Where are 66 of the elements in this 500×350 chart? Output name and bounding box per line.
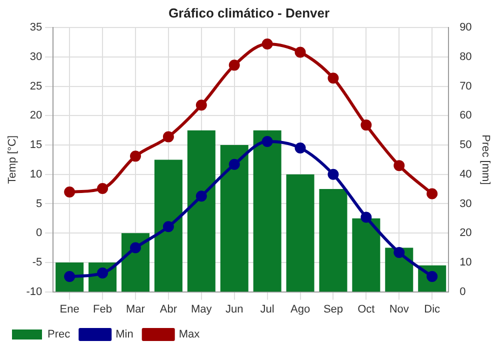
point	[426, 188, 438, 200]
bar	[286, 174, 314, 292]
y-tick-label: -10	[26, 286, 42, 298]
bar	[319, 189, 348, 292]
point	[130, 242, 141, 254]
point	[328, 168, 339, 180]
y-tick-label: 25	[30, 80, 42, 92]
y2-tick-label: 50	[460, 139, 472, 152]
y2-tick-label: 0	[460, 286, 466, 298]
y2-tick-label: 20	[460, 227, 472, 240]
legend-label: Min	[116, 328, 134, 341]
point	[294, 142, 306, 154]
x-tick-label: Jun	[225, 303, 244, 316]
y-tick-label: -5	[32, 256, 42, 268]
y-tick-label: 35	[30, 22, 42, 34]
point	[196, 100, 207, 111]
x-tick-label: Ago	[290, 303, 310, 316]
point	[228, 158, 240, 170]
point	[394, 246, 405, 258]
y-tick-label: 30	[30, 50, 42, 63]
y-tick-label: 5	[36, 198, 42, 210]
y-tick-label: 10	[30, 168, 42, 180]
x-tick-label: Ene	[60, 303, 80, 316]
x-tick-label: Nov	[389, 303, 410, 316]
point	[162, 131, 174, 142]
y2-tick-label: 10	[460, 256, 472, 268]
bar	[253, 130, 282, 292]
y2-tick-label: 80	[460, 50, 472, 63]
y-tick-label: 20	[30, 110, 42, 122]
point	[328, 72, 339, 84]
point	[162, 221, 174, 232]
point	[64, 186, 76, 198]
x-tick-label: Mar	[126, 303, 146, 316]
x-tick-label: Oct	[358, 303, 375, 316]
point	[262, 136, 273, 147]
point	[360, 212, 372, 223]
point	[394, 160, 405, 172]
y2-tick-label: 70	[460, 80, 472, 92]
x-tick-label: Sep	[323, 303, 344, 316]
point	[130, 150, 141, 162]
legend-label: Max	[178, 328, 200, 341]
point	[262, 38, 273, 50]
point	[228, 60, 240, 71]
y2-axis-title: Prec [mm]	[479, 134, 492, 185]
point	[294, 46, 306, 58]
x-tick-label: May	[191, 303, 212, 316]
bar	[220, 145, 248, 292]
legend-label: Prec	[48, 328, 71, 341]
x-tick-label: Feb	[93, 303, 112, 316]
x-tick-label: Dic	[424, 303, 441, 316]
point	[97, 182, 108, 194]
y-axis-title: Temp [°C]	[6, 135, 19, 184]
y2-tick-label: 90	[460, 22, 472, 34]
point	[196, 190, 207, 202]
x-tick-label: Abr	[160, 303, 178, 316]
y2-tick-label: 40	[460, 168, 472, 180]
chart-title: Gráfico climático - Denver	[168, 5, 330, 20]
point	[360, 120, 372, 131]
bar	[352, 218, 380, 292]
y2-tick-label: 60	[460, 110, 472, 122]
x-tick-label: Jul	[260, 303, 274, 316]
bar	[187, 130, 216, 292]
y-tick-label: 0	[36, 227, 42, 240]
y-tick-label: 15	[30, 139, 42, 152]
bar	[154, 160, 182, 292]
y2-tick-label: 30	[460, 198, 472, 210]
